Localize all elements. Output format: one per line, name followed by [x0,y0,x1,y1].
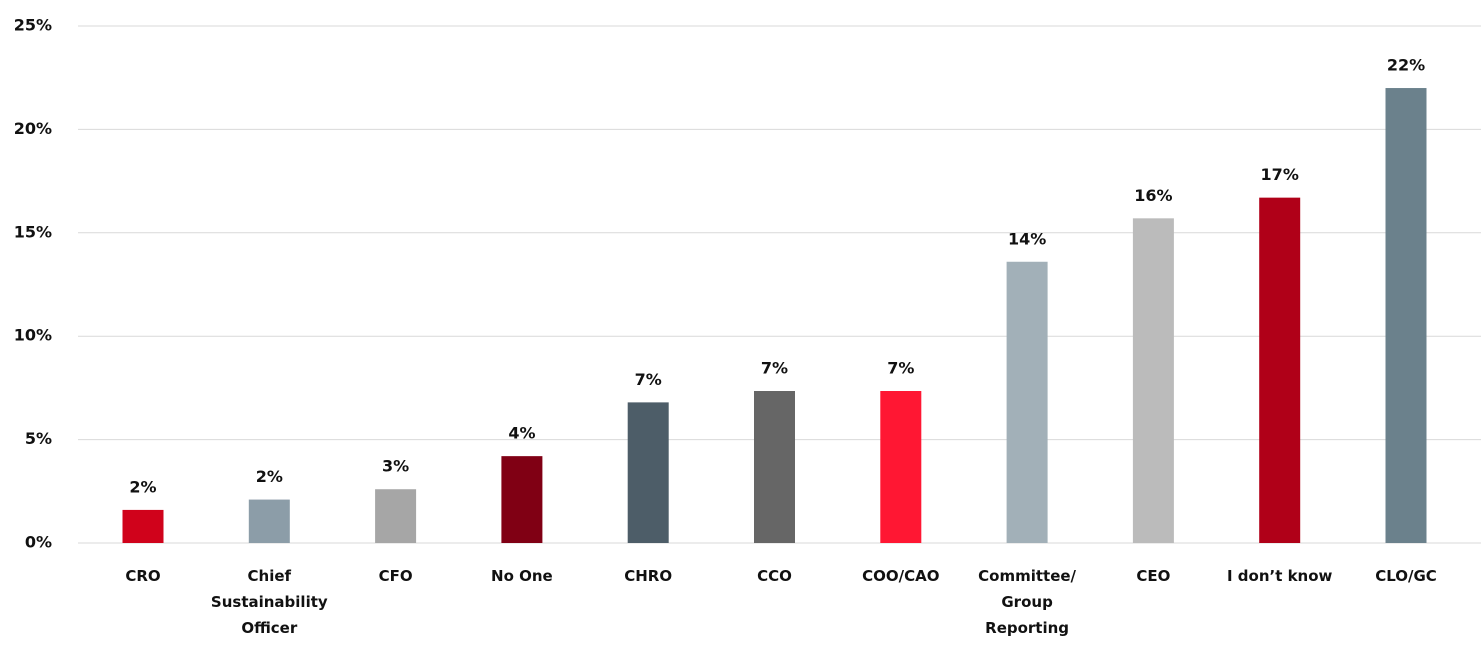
x-tick-label: CFO [378,567,413,585]
x-tick-label: No One [491,567,553,585]
bar [375,489,417,543]
value-label: 7% [635,370,662,389]
x-tick-label: CRO [125,567,161,585]
bar [501,456,543,543]
value-label: 4% [508,424,535,443]
bar [1132,218,1174,543]
bar [122,509,164,543]
value-label: 14% [1008,229,1046,248]
value-label: 22% [1387,56,1425,75]
bar [754,391,795,543]
x-tick-label: COO/CAO [862,567,940,585]
x-tick-label: Committee/ Group Reporting [978,567,1077,637]
bar [248,499,290,543]
x-tick-label: CCO [757,567,792,585]
x-tick-label: CHRO [624,567,673,585]
y-tick-label: 5% [25,429,52,448]
x-tick-label: CLO/GC [1375,567,1437,585]
x-tick-label: I don’t know [1226,567,1333,585]
value-label: 2% [129,477,156,496]
value-label: 2% [256,467,283,486]
y-tick-label: 20% [14,119,52,138]
value-label: 3% [382,457,409,476]
bar [880,391,922,543]
bar [1006,261,1048,543]
value-label: 16% [1134,186,1172,205]
value-label: 7% [887,359,914,378]
value-label: 7% [761,359,788,378]
bar [627,402,669,543]
bar [1385,88,1427,543]
x-tick-label: Chief Sustainability Officer [210,567,328,637]
bar [1259,197,1301,544]
x-tick-label: CEO [1136,567,1171,585]
y-tick-label: 10% [14,326,52,345]
y-tick-label: 15% [14,222,52,241]
value-label: 17% [1261,165,1299,184]
y-tick-label: 25% [14,16,52,35]
y-tick-label: 0% [25,533,52,552]
